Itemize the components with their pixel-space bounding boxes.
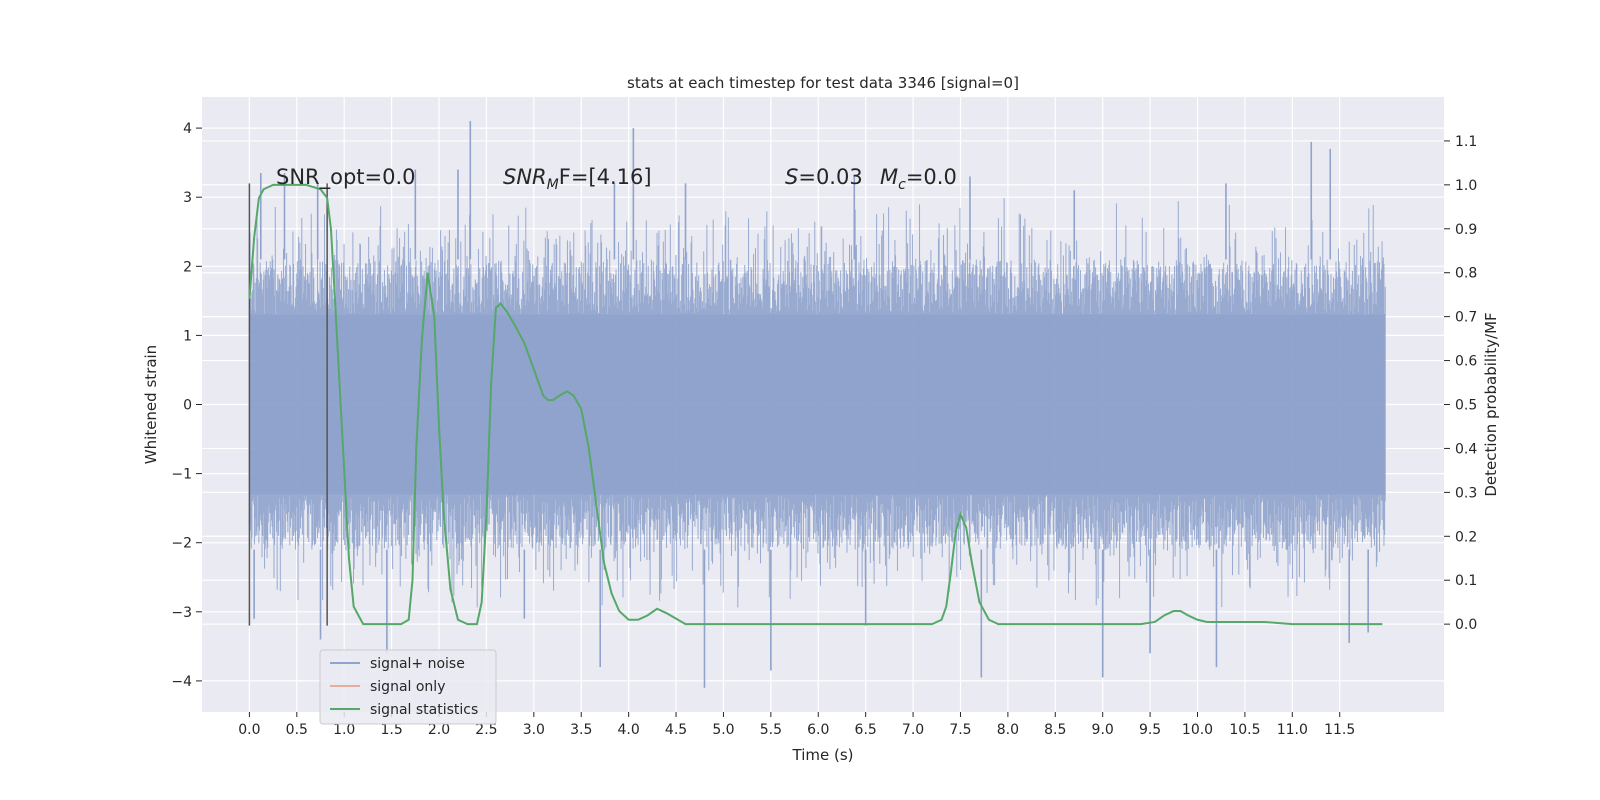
annotation-mc-base: M <box>880 165 898 189</box>
y-right-tick-label-7: 0.7 <box>1455 310 1477 326</box>
x-tick-label-6: 3.0 <box>523 722 545 738</box>
annotation-snr-mf: SNRMF=[4.16] <box>503 165 652 193</box>
x-tick-label-22: 11.0 <box>1277 722 1308 738</box>
annotation-snr-opt: SNR_opt=0.0 <box>276 165 416 190</box>
x-tick-label-5: 2.5 <box>475 722 497 738</box>
x-tick-label-13: 6.5 <box>855 722 877 738</box>
annotation-s-rest: =0.03 <box>798 165 862 189</box>
x-tick-label-0: 0.0 <box>238 722 260 738</box>
x-tick-label-18: 9.0 <box>1092 722 1114 738</box>
x-tick-label-7: 3.5 <box>570 722 592 738</box>
y-right-tick-label-1: 0.1 <box>1455 573 1477 589</box>
y-left-tick-label-0: −4 <box>171 674 192 690</box>
x-tick-label-19: 9.5 <box>1139 722 1161 738</box>
chart-title: stats at each timestep for test data 334… <box>627 74 1019 92</box>
y-right-axis-ticks: 0.0 0.1 0.2 0.3 0.4 0.5 0.6 0.7 0.8 0.9 1.0 1.1 <box>1444 134 1477 633</box>
x-tick-label-9: 4.5 <box>665 722 687 738</box>
x-tick-label-1: 0.5 <box>286 722 308 738</box>
x-tick-label-14: 7.0 <box>902 722 924 738</box>
y-right-tick-label-3: 0.3 <box>1455 485 1477 501</box>
y-right-tick-label-6: 0.6 <box>1455 354 1477 370</box>
signal-statistics-series <box>248 183 1383 626</box>
x-tick-label-21: 10.5 <box>1229 722 1260 738</box>
marker-lines <box>248 183 328 626</box>
x-tick-label-15: 7.5 <box>949 722 971 738</box>
annotation-snr-mf-rest: F=[4.16] <box>559 165 652 189</box>
x-axis-ticks: 0.0 0.5 1.0 1.5 2.0 2.5 3.0 3.5 4.0 4.5 5.0 5.5 6.0 6… <box>238 712 1355 738</box>
x-tick-label-11: 5.5 <box>760 722 782 738</box>
annotation-snr-mf-base: SNR <box>503 165 547 189</box>
y-left-tick-label-3: −1 <box>171 467 192 483</box>
y-right-tick-label-8: 0.8 <box>1455 266 1477 282</box>
y-left-axis-label: Whitened strain <box>142 345 160 464</box>
y-left-tick-label-8: 4 <box>183 121 192 137</box>
y-left-tick-label-4: 0 <box>183 398 192 414</box>
y-left-tick-label-5: 1 <box>183 328 192 344</box>
y-left-axis-ticks: −4 −3 −2 −1 0 1 2 3 4 <box>171 121 202 690</box>
y-left-tick-label-6: 2 <box>183 259 192 275</box>
annotation-mc-sub: c <box>898 177 906 193</box>
x-tick-label-10: 5.0 <box>712 722 734 738</box>
x-tick-label-20: 10.0 <box>1182 722 1213 738</box>
y-left-tick-label-7: 3 <box>183 190 192 206</box>
y-right-tick-label-2: 0.2 <box>1455 529 1477 545</box>
annotation-s-base: S <box>785 165 798 189</box>
y-right-axis-label: Detection probability/MF <box>1482 312 1500 496</box>
legend-label-signal-statistics: signal statistics <box>370 702 478 718</box>
x-axis-label: Time (s) <box>792 746 854 764</box>
x-tick-label-12: 6.0 <box>807 722 829 738</box>
y-right-tick-label-10: 1.0 <box>1455 178 1477 194</box>
legend-box <box>319 649 497 725</box>
x-tick-label-23: 11.5 <box>1324 722 1355 738</box>
x-tick-label-16: 8.0 <box>997 722 1019 738</box>
legend-label-signal-only: signal only <box>370 679 445 695</box>
annotation-mc-rest: =0.0 <box>906 165 957 189</box>
y-right-tick-label-5: 0.5 <box>1455 398 1477 414</box>
y-left-tick-label-1: −3 <box>171 605 192 621</box>
x-tick-label-3: 1.5 <box>380 722 402 738</box>
annotation-snr-mf-sub: M <box>547 177 559 193</box>
y-left-tick-label-2: −2 <box>171 536 192 552</box>
annotation-mc: Mc=0.0 <box>880 165 957 193</box>
annotation-s: S=0.03 <box>785 165 863 189</box>
legend-label-signal-noise: signal+ noise <box>370 656 465 672</box>
y-right-tick-label-9: 0.9 <box>1455 222 1477 238</box>
y-right-tick-label-11: 1.1 <box>1455 134 1477 150</box>
signal-statistics-line <box>248 183 1383 626</box>
x-tick-label-17: 8.5 <box>1044 722 1066 738</box>
x-tick-label-2: 1.0 <box>333 722 355 738</box>
y-right-tick-label-4: 0.4 <box>1455 441 1477 457</box>
x-tick-label-8: 4.0 <box>618 722 640 738</box>
y-right-tick-label-0: 0.0 <box>1455 617 1477 633</box>
legend: signal+ noise signal only signal statist… <box>319 649 497 725</box>
x-tick-label-4: 2.0 <box>428 722 450 738</box>
